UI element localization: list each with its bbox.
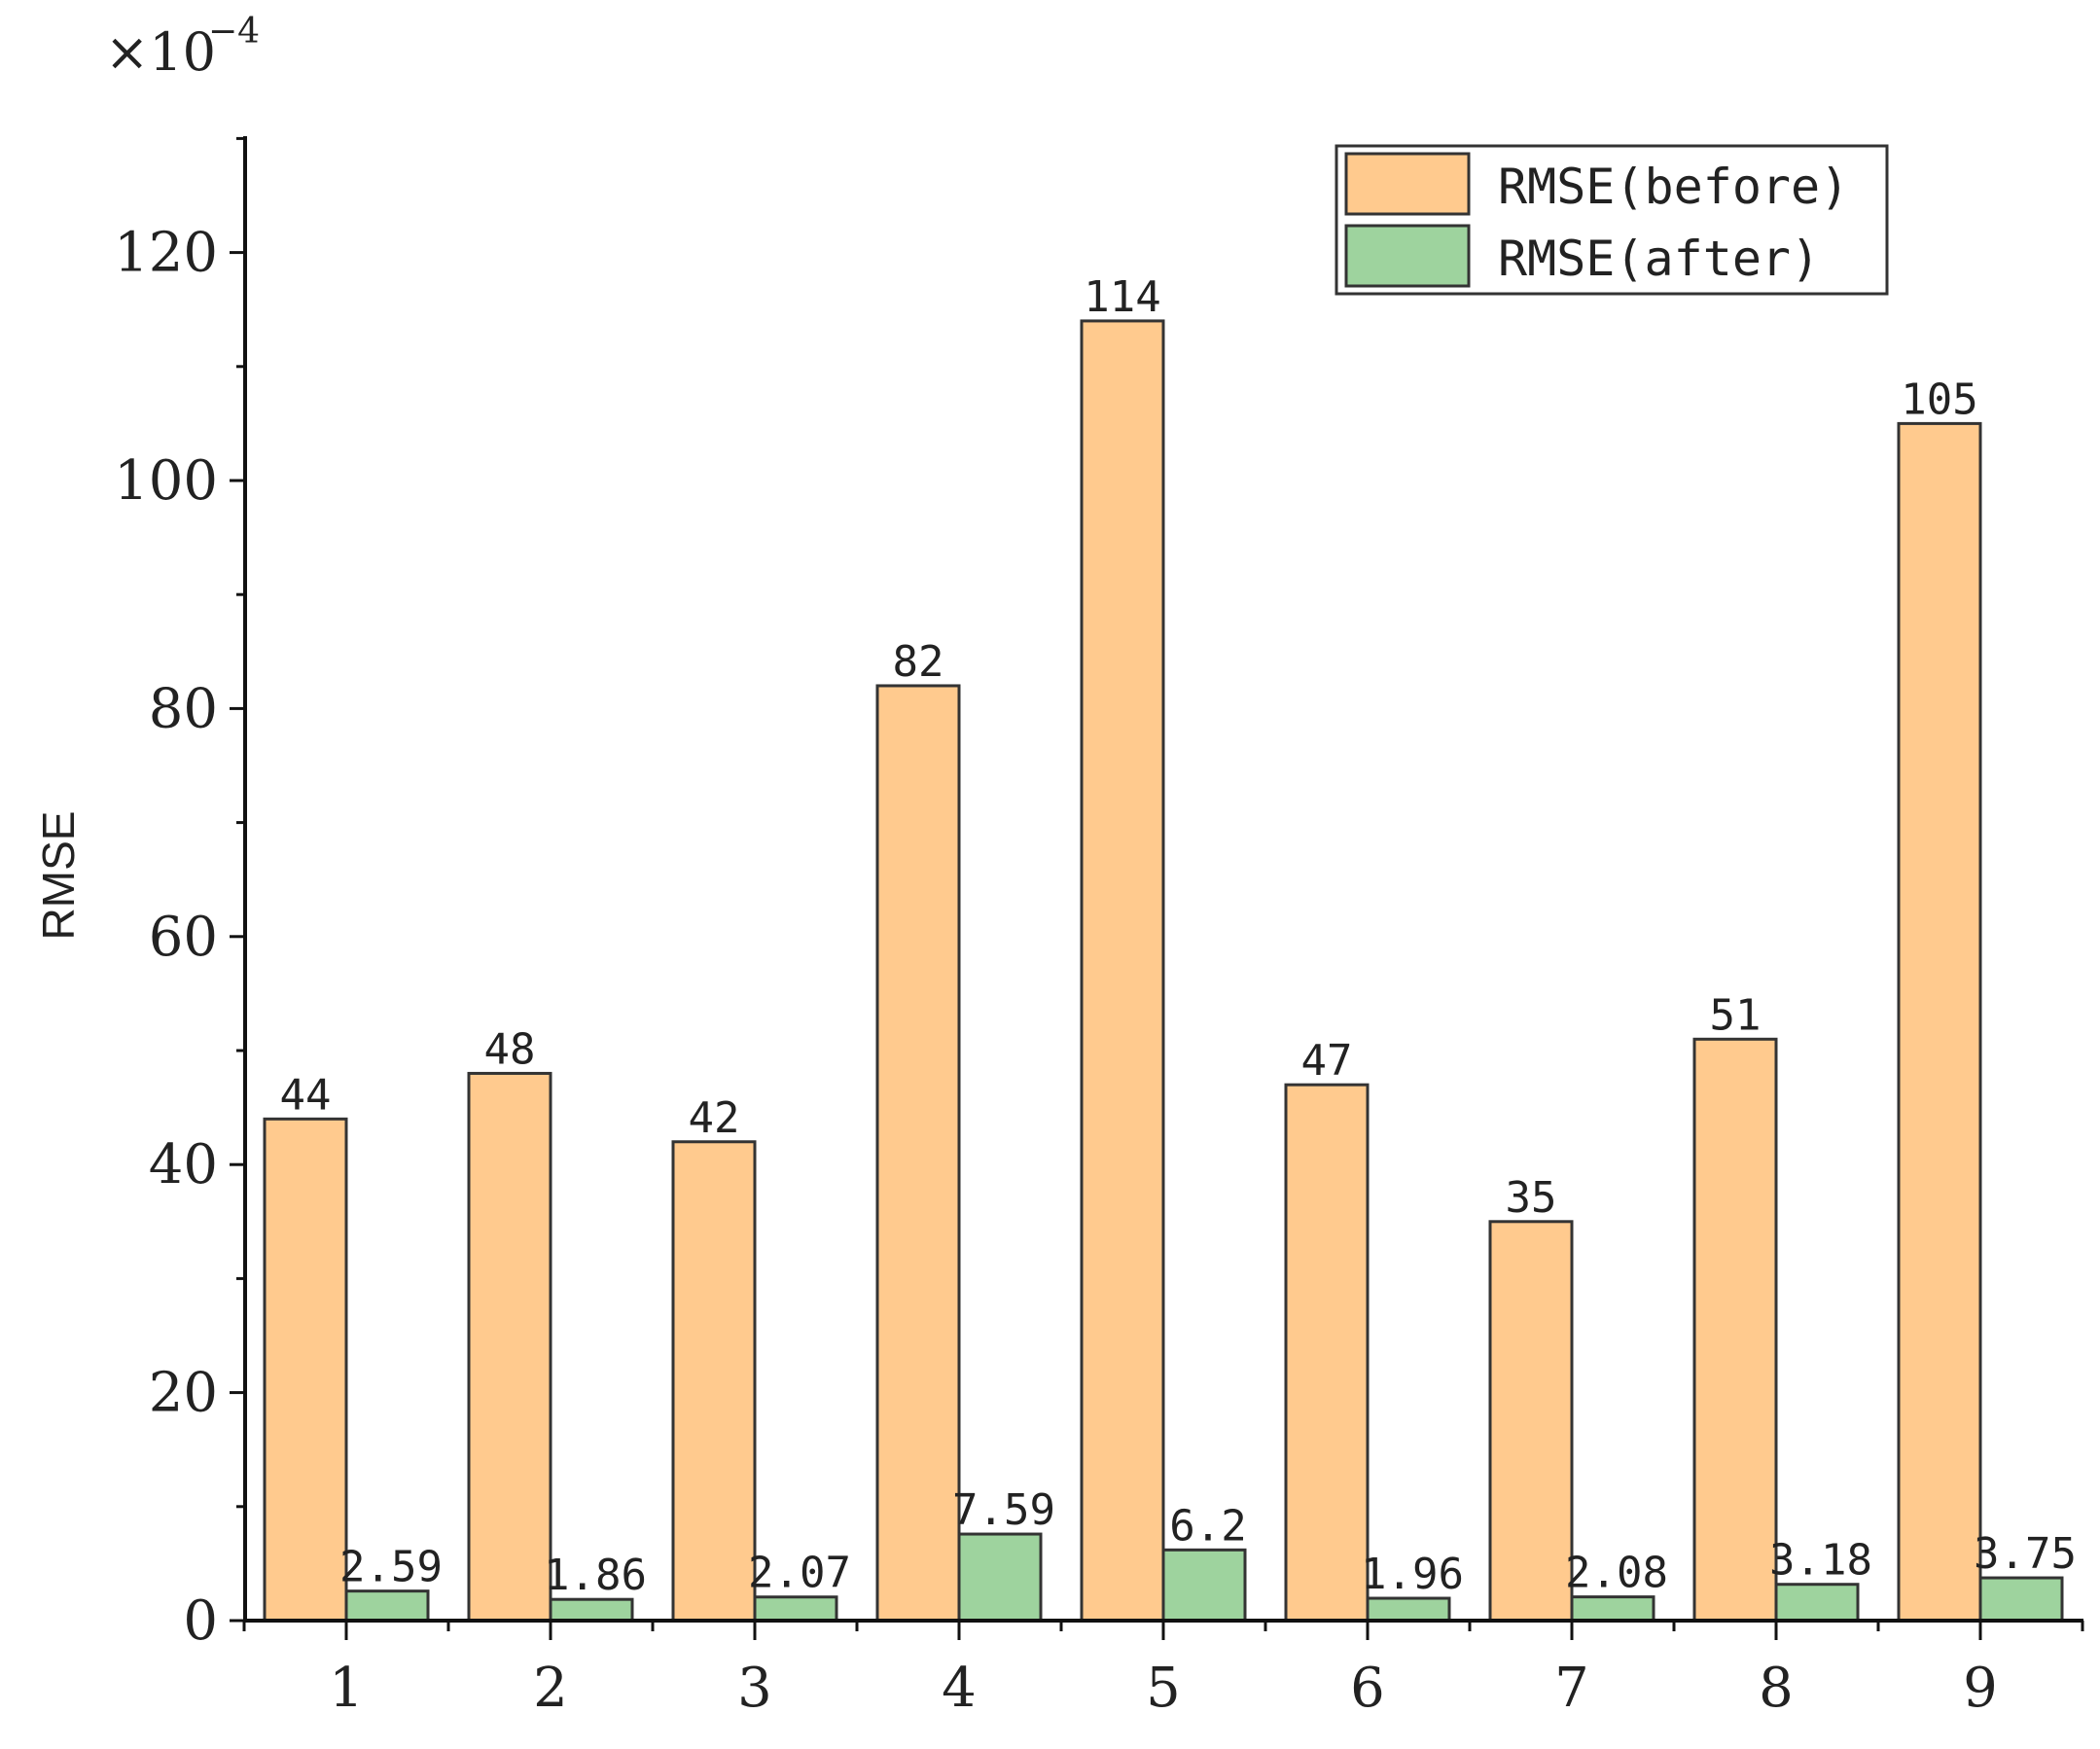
bar-before-2 <box>467 1071 552 1623</box>
bar-after-9 <box>1978 1576 2064 1623</box>
data-label-after-4: 7.59 <box>952 1485 1055 1535</box>
data-label-after-6: 1.96 <box>1361 1550 1464 1599</box>
y-multiplier: ×10 −4 <box>105 12 260 83</box>
data-label-before-1: 44 <box>280 1070 332 1120</box>
bar-before-6 <box>1284 1083 1370 1623</box>
data-label-after-5: 6.2 <box>1169 1501 1246 1551</box>
data-labels-layer: 44 2.59 48 1.86 42 2.07 82 7.59 114 6.2 47 1.96 35 2.… <box>280 272 2077 1600</box>
legend-label-before: RMSE(before) <box>1498 159 1849 215</box>
x-tick-label-1: 1 <box>329 1657 364 1720</box>
data-label-after-7: 2.08 <box>1565 1549 1668 1598</box>
bar-before-9 <box>1897 421 1982 1623</box>
y-tick-label-20: 20 <box>149 1362 218 1425</box>
bar-after-3 <box>753 1595 838 1623</box>
bar-after-4 <box>957 1532 1043 1623</box>
y-multiplier-base: ×10 <box>105 21 216 83</box>
data-label-before-2: 48 <box>484 1024 536 1074</box>
bar-after-8 <box>1774 1583 1860 1623</box>
x-tick-label-4: 4 <box>942 1657 977 1720</box>
data-label-after-8: 3.18 <box>1769 1536 1872 1586</box>
x-tick-label-6: 6 <box>1350 1657 1385 1720</box>
legend-swatch-after <box>1344 224 1471 288</box>
data-label-before-4: 82 <box>893 637 944 687</box>
legend-label-after: RMSE(after) <box>1498 231 1820 287</box>
y-tick-label-0: 0 <box>183 1589 218 1653</box>
legend: RMSE(before) RMSE(after) <box>1335 144 1889 296</box>
y-axis-label: RMSE <box>33 811 84 941</box>
y-tick-label-60: 60 <box>149 906 218 969</box>
y-multiplier-exponent: −4 <box>208 12 260 52</box>
bar-before-4 <box>875 684 961 1623</box>
bar-before-3 <box>671 1140 757 1623</box>
data-label-before-9: 105 <box>1901 375 1977 424</box>
bar-before-1 <box>263 1117 348 1623</box>
bar-after-7 <box>1570 1595 1655 1623</box>
data-label-after-2: 1.86 <box>544 1551 647 1600</box>
bar-after-1 <box>344 1589 430 1623</box>
bar-before-7 <box>1488 1220 1574 1623</box>
data-label-after-9: 3.75 <box>1974 1529 2077 1579</box>
x-tick-label-3: 3 <box>737 1657 772 1720</box>
ticks-layer: 0 20 40 60 80 100 120 1 2 3 4 5 6 7 8 9 <box>114 136 2084 1720</box>
bar-after-2 <box>549 1597 634 1623</box>
data-label-before-6: 47 <box>1301 1036 1353 1086</box>
data-label-after-1: 2.59 <box>339 1543 443 1592</box>
data-label-before-7: 35 <box>1506 1173 1557 1223</box>
data-label-before-8: 51 <box>1710 990 1762 1040</box>
bar-before-8 <box>1692 1037 1778 1623</box>
y-tick-label-40: 40 <box>149 1133 218 1196</box>
x-tick-label-2: 2 <box>533 1657 568 1720</box>
x-tick-label-5: 5 <box>1146 1657 1181 1720</box>
x-tick-label-9: 9 <box>1963 1657 1998 1720</box>
data-label-before-5: 114 <box>1084 272 1160 322</box>
x-tick-label-7: 7 <box>1554 1657 1589 1720</box>
legend-swatch-before <box>1344 152 1471 216</box>
bar-after-6 <box>1366 1596 1451 1623</box>
y-tick-label-120: 120 <box>114 222 218 285</box>
y-tick-label-80: 80 <box>149 677 218 740</box>
y-tick-label-100: 100 <box>114 449 218 513</box>
bar-before-5 <box>1080 319 1165 1623</box>
x-tick-label-8: 8 <box>1759 1657 1794 1720</box>
data-label-after-3: 2.07 <box>748 1549 851 1598</box>
bars-layer <box>263 319 2064 1623</box>
data-label-before-3: 42 <box>689 1093 740 1143</box>
bar-after-5 <box>1161 1548 1247 1623</box>
